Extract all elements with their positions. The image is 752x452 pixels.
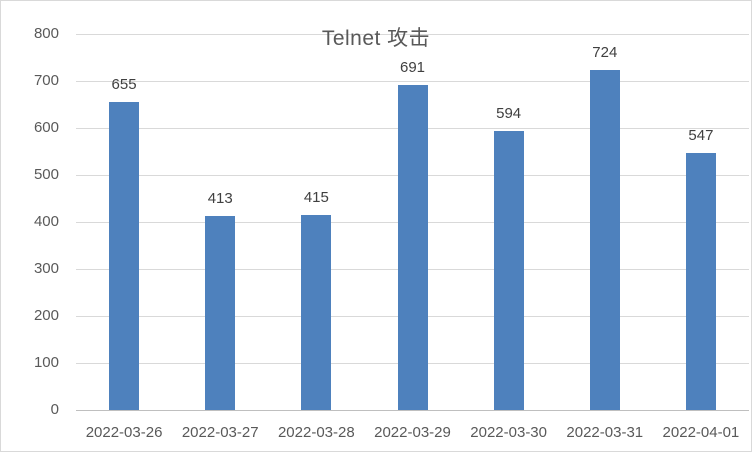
chart-title: Telnet 攻击: [321, 27, 431, 50]
bar: [493, 130, 524, 410]
bar: [109, 102, 140, 410]
x-tick-label: 2022-03-31: [566, 424, 644, 441]
x-tick-label: 2022-03-27: [181, 424, 259, 441]
bar: [589, 69, 620, 410]
y-tick-label: 600: [33, 119, 59, 136]
y-tick-label: 0: [50, 401, 59, 418]
gridline: [76, 34, 749, 35]
bar-value-label: 655: [111, 76, 137, 94]
x-tick-label: 2022-03-29: [374, 424, 451, 441]
bar-value-label: 594: [496, 104, 522, 122]
y-tick-label: 700: [33, 72, 59, 89]
bar: [397, 85, 428, 410]
bar-value-label: 691: [399, 59, 426, 77]
x-tick-label: 2022-03-28: [277, 424, 355, 441]
x-tick-label: 2022-04-01: [662, 424, 740, 441]
bar: [205, 215, 236, 410]
y-tick-label: 200: [33, 307, 59, 324]
y-tick-label: 400: [33, 213, 59, 230]
bar-value-label: 415: [303, 188, 329, 206]
y-tick-label: 300: [33, 260, 59, 277]
bar: [301, 214, 332, 410]
y-tick-label: 100: [33, 354, 59, 371]
gridline: [76, 81, 749, 82]
y-tick-label: 500: [33, 166, 59, 183]
x-axis-line: [76, 410, 749, 411]
x-tick-label: 2022-03-30: [470, 424, 547, 441]
bar-value-label: 724: [592, 43, 618, 61]
y-tick-label: 800: [33, 25, 59, 42]
bar-value-label: 413: [207, 189, 233, 207]
bar-value-label: 547: [688, 126, 714, 144]
bar: [685, 152, 716, 410]
x-tick-label: 2022-03-26: [85, 424, 163, 441]
